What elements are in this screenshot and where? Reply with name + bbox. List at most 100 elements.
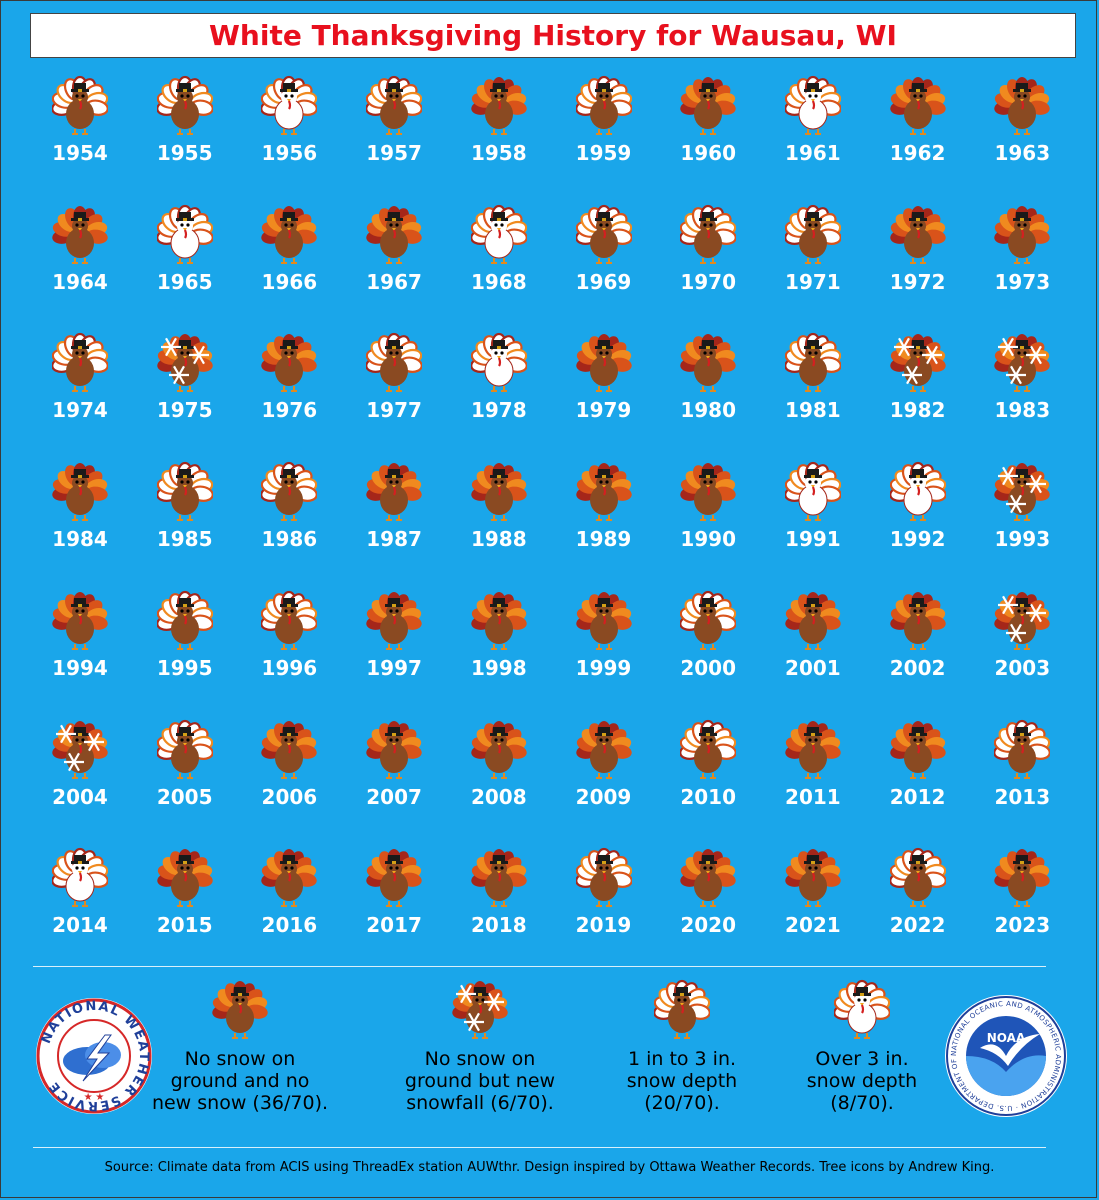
year-label: 1985 <box>156 527 213 552</box>
year-cell-1979: 1979 <box>554 331 654 441</box>
year-label: 1969 <box>575 269 632 294</box>
legend-text: 1 in to 3 in. snow depth (20/70). <box>582 1048 782 1114</box>
year-label: 1955 <box>156 141 213 165</box>
turkey-icon <box>784 461 841 522</box>
year-cell-1967: 1967 <box>344 203 444 313</box>
year-label: 2012 <box>889 784 946 809</box>
year-cell-1982: 1982 <box>868 331 968 441</box>
year-label: 1986 <box>261 527 318 552</box>
nws-logo: NATIONAL WEATHER SERVICE ★ ★ <box>36 998 152 1114</box>
legend-line: ground but new <box>404 1070 556 1092</box>
year-label: 1962 <box>889 141 946 165</box>
year-cell-1971: 1971 <box>763 203 863 313</box>
year-cell-1998: 1998 <box>449 589 549 699</box>
legend-line: 1 in to 3 in. <box>627 1048 737 1070</box>
turkey-icon <box>471 720 527 779</box>
legend-line: new snow (36/70). <box>151 1092 329 1114</box>
year-label: 1972 <box>889 269 946 294</box>
turkey-icon <box>994 205 1051 264</box>
year-cell-1987: 1987 <box>344 460 444 570</box>
year-cell-2018: 2018 <box>449 846 549 956</box>
year-label: 1954 <box>52 141 108 165</box>
year-label: 1958 <box>470 141 527 165</box>
noaa-text: NOAA <box>987 1031 1026 1045</box>
year-cell-2013: 2013 <box>972 718 1072 828</box>
year-label: 2017 <box>366 913 422 938</box>
legend-line: No snow on <box>424 1048 536 1070</box>
year-cell-1988: 1988 <box>449 460 549 570</box>
turkey-icon <box>889 334 946 393</box>
legend-line: snow depth <box>806 1070 918 1092</box>
year-label: 1965 <box>156 269 213 294</box>
turkey-icon <box>994 849 1051 908</box>
year-label: 1997 <box>366 655 422 680</box>
year-label: 1983 <box>994 398 1051 423</box>
turkey-icon <box>52 848 108 908</box>
year-label: 1988 <box>470 527 527 552</box>
year-label: 1990 <box>680 527 737 552</box>
year-label: 1991 <box>785 527 841 552</box>
legend-line: ground and no <box>170 1070 310 1092</box>
year-label: 1993 <box>994 527 1051 552</box>
turkey-icon <box>784 333 841 393</box>
turkey-icon <box>261 75 318 135</box>
turkey-icon <box>575 848 632 908</box>
year-cell-2012: 2012 <box>868 718 968 828</box>
year-label: 2023 <box>994 913 1051 938</box>
turkey-icon <box>889 848 946 908</box>
year-label: 1973 <box>994 269 1051 294</box>
year-label: 1981 <box>785 398 841 423</box>
turkey-icon <box>471 849 527 908</box>
year-label: 1974 <box>52 398 108 423</box>
turkey-icon <box>52 333 108 393</box>
year-cell-1964: 1964 <box>30 203 130 313</box>
turkey-icon <box>680 463 736 522</box>
year-cell-2020: 2020 <box>658 846 758 956</box>
legend-text: No snow on ground and no new snow (36/70). <box>140 1048 340 1114</box>
year-label: 1971 <box>785 269 841 294</box>
year-cell-2002: 2002 <box>868 589 968 699</box>
year-cell-1980: 1980 <box>658 331 758 441</box>
year-cell-1975: 1975 <box>135 331 235 441</box>
year-cell-1999: 1999 <box>554 589 654 699</box>
year-label: 1967 <box>366 269 422 294</box>
svg-text:★ ★: ★ ★ <box>84 1092 105 1103</box>
year-cell-2008: 2008 <box>449 718 549 828</box>
year-cell-2006: 2006 <box>239 718 339 828</box>
year-label: 2021 <box>785 913 841 938</box>
turkey-icon <box>575 334 632 393</box>
divider-top <box>33 966 1046 967</box>
turkey-icon <box>680 204 737 264</box>
year-cell-1956: 1956 <box>239 74 339 184</box>
year-cell-2005: 2005 <box>135 718 235 828</box>
turkey-icon <box>575 591 632 650</box>
year-cell-1972: 1972 <box>868 203 968 313</box>
turkey-icon <box>575 204 632 264</box>
year-cell-2010: 2010 <box>658 718 758 828</box>
year-cell-2011: 2011 <box>763 718 863 828</box>
year-label: 1968 <box>470 269 527 294</box>
year-cell-1995: 1995 <box>135 589 235 699</box>
year-label: 1999 <box>575 655 632 680</box>
legend-line: No snow on <box>184 1048 296 1070</box>
year-label: 1982 <box>889 398 946 423</box>
legend-line: snow depth <box>626 1070 738 1092</box>
year-label: 2003 <box>994 655 1051 680</box>
year-label: 2014 <box>52 913 108 938</box>
year-cell-2015: 2015 <box>135 846 235 956</box>
year-label: 2011 <box>785 784 841 809</box>
legend-turkey-icon <box>212 981 268 1039</box>
year-cell-2023: 2023 <box>972 846 1072 956</box>
turkey-icon <box>680 849 736 908</box>
legend-turkey-icon <box>452 981 508 1039</box>
year-cell-1966: 1966 <box>239 203 339 313</box>
year-cell-2022: 2022 <box>868 846 968 956</box>
year-label: 2000 <box>680 655 737 680</box>
year-cell-1957: 1957 <box>344 74 444 184</box>
turkey-icon <box>889 461 946 522</box>
year-label: 2015 <box>156 913 213 938</box>
year-label: 1966 <box>261 269 318 294</box>
year-cell-2021: 2021 <box>763 846 863 956</box>
legend-turkey-icon <box>834 979 890 1039</box>
year-cell-1955: 1955 <box>135 74 235 184</box>
